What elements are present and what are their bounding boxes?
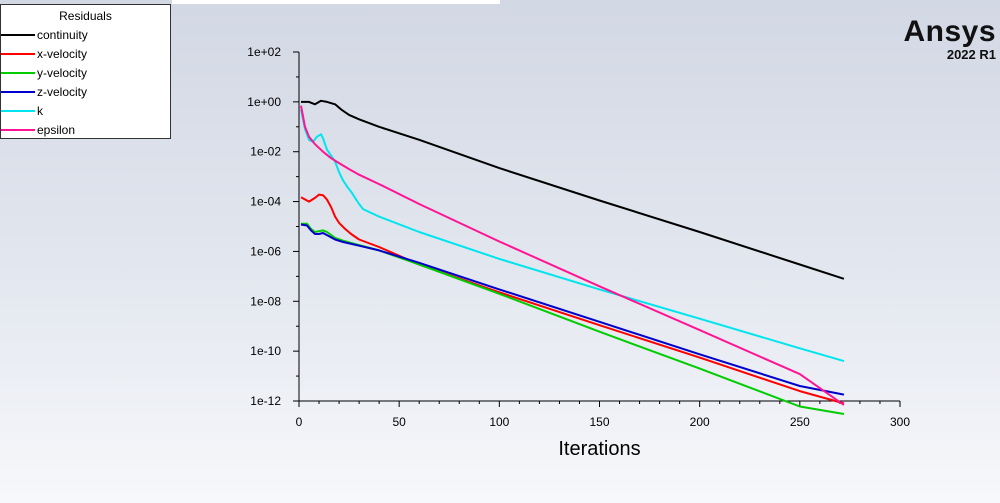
y-tick-label: 1e-08 — [250, 294, 281, 308]
series-line-z-velocity — [300, 223, 845, 396]
x-tick-label: 50 — [392, 415, 406, 429]
series-line-k — [300, 109, 845, 363]
y-tick-label: 1e-10 — [250, 344, 281, 358]
legend-item-continuity: continuity — [1, 25, 170, 44]
legend-swatch — [1, 52, 35, 55]
series-line-epsilon — [300, 105, 845, 406]
x-tick-label: 200 — [690, 415, 710, 429]
legend-label: epsilon — [37, 122, 76, 137]
legend-label: k — [37, 103, 43, 118]
legend-swatch — [1, 128, 35, 131]
y-tick-label: 1e-12 — [250, 394, 281, 408]
y-tick-label: 1e+02 — [247, 45, 281, 59]
y-tick-label: 1e-02 — [250, 145, 281, 159]
series-line-x-velocity — [300, 193, 845, 405]
legend-label: z-velocity — [37, 84, 88, 99]
legend-title: Residuals — [59, 9, 112, 23]
x-tick-label: 300 — [890, 415, 910, 429]
x-tick-label: 150 — [589, 415, 609, 429]
legend-item-epsilon: epsilon — [1, 120, 170, 139]
legend-item-y-velocity: y-velocity — [1, 63, 170, 82]
legend-swatch — [1, 109, 35, 112]
x-tick-label: 100 — [489, 415, 509, 429]
y-tick-label: 1e-06 — [250, 244, 281, 258]
series-line-continuity — [301, 99, 845, 280]
x-tick-label: 0 — [296, 415, 303, 429]
y-tick-label: 1e+00 — [247, 95, 281, 109]
legend-label: x-velocity — [37, 46, 88, 61]
legend-item-k: k — [1, 101, 170, 120]
legend-swatch — [1, 90, 35, 93]
legend-item-z-velocity: z-velocity — [1, 82, 170, 101]
legend-swatch — [1, 33, 35, 36]
ansys-logo: Ansys 2022 R1 — [903, 16, 996, 62]
legend-label: continuity — [37, 27, 88, 42]
x-axis-label: Iterations — [558, 438, 640, 460]
legend: Residuals continuity x-velocity y-velocity… — [0, 4, 171, 139]
legend-label: y-velocity — [37, 65, 88, 80]
logo-brand: Ansys — [903, 15, 996, 48]
legend-item-x-velocity: x-velocity — [1, 44, 170, 63]
x-tick-label: 250 — [790, 415, 810, 429]
series-line-y-velocity — [301, 222, 845, 415]
logo-version: 2022 R1 — [946, 47, 996, 62]
y-tick-label: 1e-04 — [250, 195, 281, 209]
legend-swatch — [1, 71, 35, 74]
window-top-strip — [172, 0, 500, 4]
